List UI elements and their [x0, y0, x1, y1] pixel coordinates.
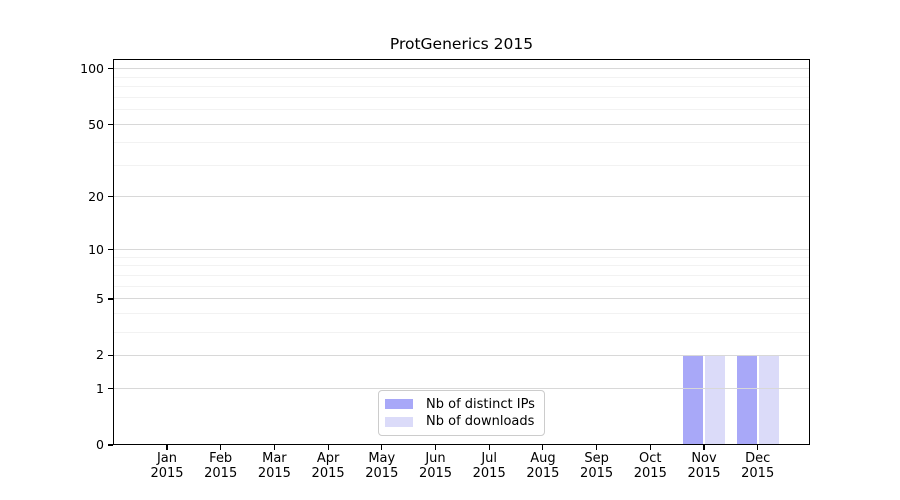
x-tick	[381, 445, 383, 450]
y-tick	[108, 196, 113, 198]
x-tick-label-feb: Feb 2015	[204, 451, 238, 481]
minor-gridline	[113, 141, 810, 143]
x-tick-label-jun: Jun 2015	[418, 451, 453, 481]
major-gridline	[113, 298, 810, 300]
minor-gridline	[113, 164, 810, 166]
x-tick	[434, 445, 437, 450]
y-tick-label: 100	[80, 60, 104, 76]
x-tick	[703, 445, 705, 450]
y-tick-label: 20	[88, 188, 104, 204]
y-tick	[108, 248, 113, 251]
x-tick-label-aug: Aug 2015	[526, 451, 560, 481]
x-tick	[327, 445, 329, 450]
major-gridline	[113, 196, 810, 198]
x-tick-label-mar: Mar 2015	[257, 451, 291, 481]
minor-gridline	[113, 331, 810, 333]
bar-distinct-ips-dec	[736, 355, 757, 444]
minor-gridline	[113, 86, 810, 88]
x-tick-label-apr: Apr 2015	[311, 451, 345, 481]
y-tick	[108, 298, 113, 300]
minor-gridline	[113, 97, 810, 99]
legend-label-downloads: Nb of downloads	[426, 414, 535, 430]
bar-distinct-ips-nov	[683, 355, 703, 444]
bar-downloads-nov	[705, 355, 725, 444]
x-tick-label-oct: Oct 2015	[633, 451, 667, 481]
y-tick-label: 2	[96, 347, 104, 363]
x-tick-label-jul: Jul 2015	[472, 451, 506, 481]
y-tick-label: 0	[96, 437, 104, 452]
x-tick-label-nov: Nov 2015	[687, 451, 721, 481]
major-gridline	[113, 124, 810, 126]
y-tick-label: 5	[96, 290, 104, 306]
major-gridline	[113, 68, 810, 70]
x-tick	[220, 445, 222, 450]
bar-downloads-dec	[758, 355, 779, 444]
minor-gridline	[113, 313, 810, 315]
y-tick-label: 10	[88, 241, 104, 257]
y-tick	[108, 123, 113, 126]
x-tick	[757, 445, 759, 450]
x-tick-label-may: May 2015	[365, 451, 399, 481]
x-tick	[273, 445, 275, 450]
legend-swatch-downloads	[385, 416, 413, 427]
x-tick	[488, 445, 490, 450]
x-tick	[649, 445, 651, 450]
major-gridline	[113, 249, 810, 251]
legend-swatch-distinct-ips	[385, 399, 413, 410]
minor-gridline	[113, 256, 810, 258]
x-tick	[542, 445, 544, 450]
x-tick-label-dec: Dec 2015	[741, 451, 775, 481]
minor-gridline	[113, 275, 810, 277]
legend-label-distinct-ips: Nb of distinct IPs	[426, 396, 535, 412]
x-tick-label-sep: Sep 2015	[580, 451, 614, 481]
legend-row-distinct-ips: Nb of distinct IPs	[385, 397, 538, 412]
x-tick-label-jan: Jan 2015	[150, 451, 184, 481]
legend-row-downloads: Nb of downloads	[385, 414, 538, 429]
y-tick	[108, 68, 113, 70]
major-gridline	[113, 354, 810, 356]
minor-gridline	[113, 109, 810, 111]
y-tick	[108, 444, 113, 446]
chart-title: ProtGenerics 2015	[389, 35, 534, 53]
minor-gridline	[113, 76, 810, 78]
major-gridline	[113, 388, 810, 389]
y-tick-label: 1	[96, 380, 104, 396]
x-tick	[596, 445, 598, 450]
y-tick	[108, 387, 113, 390]
legend-box: Nb of distinct IPs Nb of downloads	[378, 390, 545, 436]
y-tick-label: 50	[88, 116, 104, 132]
y-tick	[108, 354, 113, 357]
minor-gridline	[113, 265, 810, 267]
minor-gridline	[113, 285, 810, 287]
x-tick	[166, 445, 168, 450]
